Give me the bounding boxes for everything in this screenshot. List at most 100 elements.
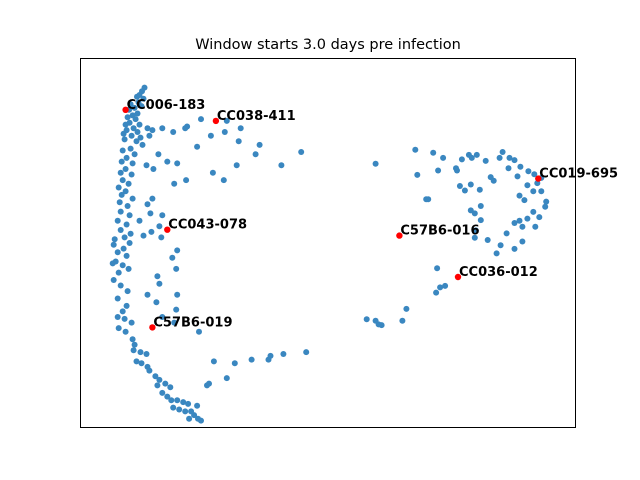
data-point: [168, 397, 175, 404]
data-point: [182, 125, 189, 132]
data-point: [120, 245, 127, 252]
data-point: [186, 415, 193, 422]
data-point: [493, 250, 500, 257]
data-point: [472, 227, 479, 234]
data-point: [440, 154, 447, 161]
data-point: [531, 171, 538, 178]
data-point: [122, 121, 129, 128]
data-point: [124, 288, 131, 295]
data-point: [117, 208, 124, 215]
data-point: [171, 180, 178, 187]
data-point: [477, 217, 484, 224]
data-point: [477, 203, 484, 209]
points-layer: [109, 84, 550, 424]
data-point: [115, 269, 122, 276]
data-point: [220, 177, 227, 184]
data-point: [505, 165, 512, 172]
data-point: [183, 177, 190, 184]
data-point: [125, 265, 132, 272]
data-point: [530, 208, 537, 215]
data-point: [156, 223, 163, 230]
data-point: [138, 103, 145, 110]
data-point: [484, 237, 491, 243]
data-point: [118, 191, 125, 198]
data-point: [530, 188, 537, 195]
data-point: [524, 215, 531, 222]
data-point: [372, 160, 379, 167]
data-point: [130, 125, 137, 132]
data-point: [456, 183, 463, 189]
data-point: [159, 212, 166, 219]
data-point: [150, 166, 157, 172]
data-point: [110, 277, 117, 283]
data-point: [425, 196, 432, 203]
data-point: [476, 186, 483, 193]
data-point: [144, 125, 151, 132]
data-point: [131, 151, 138, 158]
data-point: [114, 217, 121, 224]
data-point: [140, 95, 147, 102]
highlighted-point: [122, 106, 129, 114]
data-point: [131, 341, 138, 348]
data-point: [137, 134, 144, 141]
data-point: [517, 163, 524, 170]
highlighted-point-label: CC043-078: [168, 218, 247, 233]
data-point: [119, 177, 126, 184]
data-point: [174, 160, 181, 167]
data-point: [159, 389, 166, 396]
data-point: [158, 234, 165, 241]
data-point: [149, 127, 156, 134]
data-point: [173, 306, 180, 313]
data-point: [511, 245, 518, 252]
plot-area-frame: [80, 58, 576, 428]
data-point: [146, 132, 153, 139]
data-point: [223, 375, 230, 382]
data-point: [119, 147, 126, 154]
data-point: [126, 240, 133, 246]
data-point: [174, 291, 181, 298]
data-point: [514, 173, 521, 180]
data-point: [110, 241, 117, 248]
highlight-layer: CC006-183 CC038-411 CC019-695 CC043-078 C57B…: [122, 98, 618, 331]
data-point: [303, 349, 310, 356]
data-point: [194, 143, 201, 150]
data-point: [114, 314, 121, 320]
data-point: [461, 187, 468, 194]
data-point: [363, 316, 370, 323]
data-point: [134, 110, 141, 117]
data-point: [154, 273, 161, 280]
data-point: [521, 197, 528, 204]
data-point: [182, 408, 189, 415]
data-point: [139, 141, 146, 148]
data-point: [206, 380, 212, 387]
data-point: [133, 138, 140, 145]
data-point: [173, 265, 180, 272]
data-point: [519, 238, 526, 245]
data-point: [496, 154, 503, 161]
data-point: [207, 132, 214, 139]
data-point: [458, 156, 465, 163]
data-point: [143, 351, 150, 357]
data-point: [468, 154, 475, 161]
data-point: [542, 203, 549, 210]
highlighted-point: [396, 232, 403, 239]
data-point: [148, 228, 155, 235]
data-point: [109, 260, 116, 267]
data-point: [127, 101, 134, 108]
data-point: [123, 252, 130, 259]
data-point: [136, 121, 143, 128]
data-point: [532, 223, 539, 230]
chart-title: Window starts 3.0 days pre infection: [195, 37, 461, 53]
data-point: [116, 199, 123, 206]
data-point: [115, 184, 122, 191]
data-point: [506, 154, 513, 161]
data-point: [471, 234, 478, 241]
data-point: [130, 347, 137, 354]
data-point: [516, 217, 523, 224]
data-point: [503, 230, 510, 237]
data-point: [174, 247, 181, 254]
data-point: [412, 146, 419, 153]
data-point: [122, 188, 129, 195]
data-point: [122, 328, 129, 335]
data-point: [118, 158, 125, 165]
